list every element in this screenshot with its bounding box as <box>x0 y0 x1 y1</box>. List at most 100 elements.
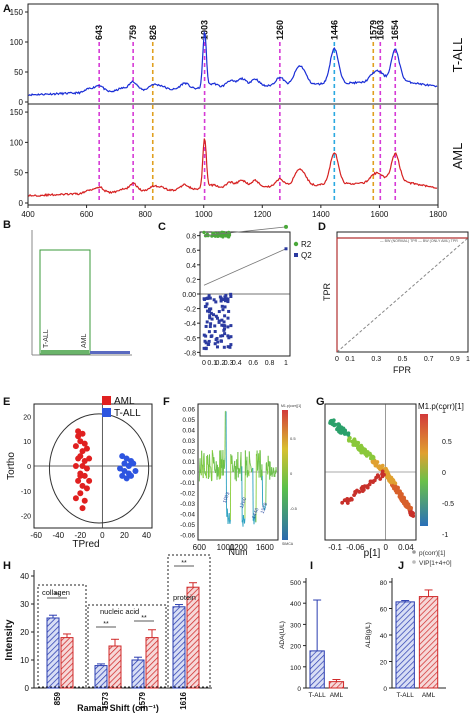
y-tick-label: 80 <box>380 580 388 587</box>
bar-t-all <box>41 350 89 354</box>
bar-t-all <box>94 665 108 689</box>
x-tick-label: 0.04 <box>398 543 414 552</box>
q2-point <box>212 298 216 302</box>
r2-point <box>218 233 222 238</box>
q2-point <box>207 339 211 343</box>
category-label: 1573 <box>101 691 110 709</box>
y-tick-label: 100 <box>10 38 24 47</box>
aml-point <box>83 465 90 472</box>
q2-point <box>224 297 228 301</box>
x-axis-label: Raman Shift (cm⁻¹) <box>77 703 159 713</box>
legend-label: p(corr)[1] <box>419 550 446 557</box>
r2-point <box>202 230 206 235</box>
x-tick-label: 1 <box>284 360 288 367</box>
s-plot-point <box>408 512 413 517</box>
legend-label: R2 <box>301 240 312 249</box>
q2-point <box>226 345 230 349</box>
spectrum-aml <box>28 138 438 198</box>
t-all-point <box>123 455 130 462</box>
colorbar-tick: -1 <box>442 532 448 539</box>
peak-annotation: 1446 <box>251 507 261 520</box>
legend-label: VIP[1+4+0] <box>419 560 452 567</box>
q2-point <box>222 324 226 328</box>
t-all-point <box>128 472 135 479</box>
s-plot-point <box>376 474 381 478</box>
y-tick-label: 0 <box>19 199 24 208</box>
s-plot-point <box>383 467 388 471</box>
panel-g-s-plot: G 1 0.5 0 -0.5 -1 -0.1 -0.06 0 0.04 p[1] M1.p(corr)… <box>316 396 464 567</box>
y-tick-label: 0.03 <box>182 438 195 445</box>
q2-point <box>219 299 223 303</box>
q2-point <box>223 305 227 309</box>
x-tick-label: 0 <box>100 531 105 540</box>
y-tick-label: 150 <box>10 108 24 117</box>
bar-t-all <box>131 659 145 689</box>
peak-label: 643 <box>94 25 104 40</box>
series-label-aml: AML <box>450 143 465 170</box>
q2-point <box>216 340 220 344</box>
q2-point <box>209 322 213 326</box>
y-tick-label: 0 <box>25 684 30 693</box>
bar-label: AML <box>81 334 88 349</box>
q2-point <box>204 334 208 338</box>
s-plot-point <box>365 485 370 490</box>
x-tick-label: -40 <box>52 531 64 540</box>
x-tick-label: 1800 <box>429 210 447 219</box>
aml-point <box>75 433 82 440</box>
q2-point <box>284 247 288 251</box>
sig-mark: ** <box>141 615 147 622</box>
colorbar-tick: 0.5 <box>442 439 452 446</box>
t-all-point <box>119 453 126 460</box>
legend-marker <box>412 550 416 554</box>
y-tick-label: 500 <box>290 580 301 587</box>
s-plot-point <box>328 419 333 424</box>
s-plot-point <box>361 488 366 492</box>
y-axis-label: TPR <box>322 282 332 301</box>
peak-label: 1003 <box>200 20 210 40</box>
q2-point <box>209 311 213 315</box>
q2-point <box>208 296 212 300</box>
legend-marker <box>412 560 416 564</box>
q2-point <box>221 334 225 338</box>
legend-marker <box>102 408 111 417</box>
s-plot-point <box>371 480 375 484</box>
roc-curve <box>336 237 468 352</box>
y-axis-label: ADA(U/L) <box>279 621 286 649</box>
y-tick-label: 0.8 <box>186 234 196 241</box>
t-all-point <box>117 465 124 472</box>
x-tick-label: 1600 <box>256 543 274 552</box>
q2-point <box>222 320 226 324</box>
x-tick-label: 1 <box>466 356 470 363</box>
s-plot-point <box>399 496 404 501</box>
bar-t-all <box>395 601 415 689</box>
t-all-point <box>121 467 128 474</box>
x-tick-label: 0.3 <box>224 360 234 367</box>
chance-line <box>336 237 469 353</box>
s-plot-point <box>388 476 392 481</box>
peak-label: 1654 <box>390 20 400 40</box>
q2-point <box>224 299 228 303</box>
aml-point <box>86 477 93 484</box>
q2-point <box>223 332 227 336</box>
q2-point <box>207 294 211 298</box>
spectrum-t-all <box>28 30 438 97</box>
colorbar-tick: 0 <box>290 471 293 476</box>
x-tick-label: 0.1 <box>207 360 217 367</box>
y-tick-label: 30 <box>20 600 29 609</box>
q2-point <box>213 330 217 334</box>
q2-point <box>229 335 233 339</box>
q2-point <box>222 328 226 332</box>
s-plot-point <box>376 465 381 470</box>
q2-point <box>220 304 224 308</box>
group-label: protein <box>173 593 196 602</box>
aml-point <box>72 495 79 502</box>
s-plot-point <box>338 430 343 435</box>
aml-point <box>75 477 82 484</box>
x-tick-label: 800 <box>138 210 152 219</box>
x-tick-label: 0.4 <box>232 360 242 367</box>
panel-c-permutation-test: C0.80.60.40.20.00-0.2-0.4-0.6-0.80 0.10.2… <box>158 221 312 367</box>
aml-point <box>81 497 88 504</box>
x-tick-label: 0 <box>202 360 206 367</box>
series-label-t-all: T-ALL <box>450 38 465 73</box>
s-plot-point <box>339 425 344 430</box>
